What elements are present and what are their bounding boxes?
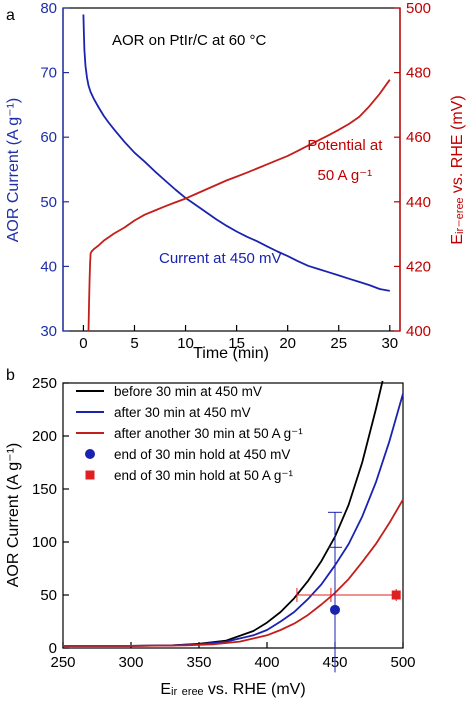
panel-b-frame xyxy=(62,382,404,649)
y-tick-label-b: 50 xyxy=(40,587,57,604)
annotation-current: Current at 450 mV xyxy=(159,250,282,267)
y-tick-label-right-a: 480 xyxy=(406,65,431,82)
x-tick-label-b: 350 xyxy=(186,654,211,671)
curve-line xyxy=(63,499,404,647)
legend-label: after 30 min at 450 mV xyxy=(114,405,251,420)
y-tick-label-left-a: 40 xyxy=(40,258,57,275)
potential-series-line xyxy=(87,79,391,332)
y-axis-label-b: AOR Current (A g⁻¹) xyxy=(5,443,22,587)
x-tick-label-a: 15 xyxy=(228,335,245,352)
panel-a-label: a xyxy=(6,7,15,24)
x-axis-label-a: Time (min) xyxy=(193,345,269,362)
y-tick-label-b: 0 xyxy=(49,640,57,657)
x-tick-label-a: 20 xyxy=(279,335,296,352)
y-tick-label-right-a: 500 xyxy=(406,0,431,17)
y-tick-label-b: 150 xyxy=(32,481,57,498)
x-tick-label-b: 500 xyxy=(390,654,415,671)
x-tick-label-a: 30 xyxy=(381,335,398,352)
y-tick-label-right-a: 460 xyxy=(406,129,431,146)
panel-b-label: b xyxy=(6,367,15,384)
current-series-line xyxy=(82,14,390,292)
data-point-circle xyxy=(330,604,340,615)
y-axis-label-right-a: Eᵢᵣ₋ₑᵣₑₑ vs. RHE (mV) xyxy=(449,95,466,244)
y-tick-label-b: 100 xyxy=(32,534,57,551)
x-tick-label-a: 10 xyxy=(177,335,194,352)
y-tick-label-right-a: 400 xyxy=(406,323,431,340)
legend-label: end of 30 min hold at 50 A g⁻¹ xyxy=(114,468,294,483)
panel-a-title: AOR on PtIr/C at 60 °C xyxy=(112,32,267,49)
legend-label: end of 30 min hold at 450 mV xyxy=(114,447,290,462)
y-tick-label-left-a: 50 xyxy=(40,194,57,211)
x-tick-label-a: 5 xyxy=(130,335,138,352)
y-tick-label-left-a: 60 xyxy=(40,129,57,146)
y-tick-label-b: 250 xyxy=(32,375,57,392)
y-tick-label-left-a: 80 xyxy=(40,0,57,17)
y-tick-label-left-a: 30 xyxy=(40,323,57,340)
legend-marker-square xyxy=(85,470,95,480)
x-tick-label-b: 300 xyxy=(118,654,143,671)
y-tick-label-right-a: 420 xyxy=(406,258,431,275)
y-tick-label-b: 200 xyxy=(32,428,57,445)
y-tick-label-right-a: 440 xyxy=(406,194,431,211)
annotation-potential-line2: 50 A g⁻¹ xyxy=(318,167,373,184)
legend-label: before 30 min at 450 mV xyxy=(114,384,262,399)
x-tick-label-b: 400 xyxy=(254,654,279,671)
legend-marker-circle xyxy=(85,449,95,459)
legend-label: after another 30 min at 50 A g⁻¹ xyxy=(114,426,303,441)
annotation-potential-line1: Potential at xyxy=(307,137,383,154)
panel-a: a 0 5 10 15 20 25 30 30 40 50 60 70 80 400 420 440 460 48… xyxy=(5,0,466,362)
x-axis-label-b: Eᵢᵣ ₑᵣₑₑ vs. RHE (mV) xyxy=(160,681,305,698)
legend: before 30 min at 450 mV after 30 min at 4… xyxy=(76,384,303,483)
y-tick-label-left-a: 70 xyxy=(40,65,57,82)
y-axis-label-left-a: AOR Current (A g⁻¹) xyxy=(5,98,22,242)
data-point-square xyxy=(391,590,401,600)
x-tick-label-a: 25 xyxy=(330,335,347,352)
x-tick-label-a: 0 xyxy=(79,335,87,352)
x-tick-label-b: 250 xyxy=(50,654,75,671)
